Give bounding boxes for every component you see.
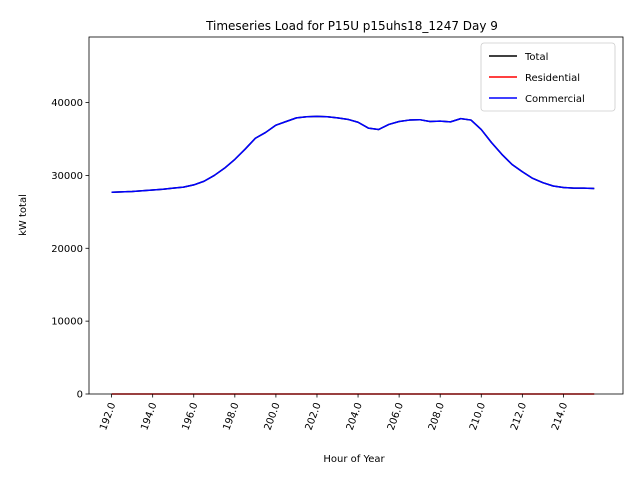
plot-area [88, 36, 624, 395]
x-tick-label: 208.0 [427, 401, 447, 432]
legend-label-total: Total [524, 52, 548, 63]
legend-label-residential: Residential [525, 73, 580, 84]
chart-title: Timeseries Load for P15U p15uhs18_1247 D… [205, 19, 498, 33]
y-tick-label: 40000 [51, 98, 83, 109]
x-tick-label: 198.0 [222, 401, 242, 432]
x-tick-label: 212.0 [509, 401, 529, 432]
x-tick-label: 200.0 [263, 401, 283, 432]
x-axis-label: Hour of Year [323, 454, 385, 465]
y-axis: 0 10000 20000 30000 40000 [51, 98, 89, 401]
x-tick-label: 214.0 [550, 401, 570, 432]
axes-frame [88, 36, 624, 395]
legend-box [480, 42, 616, 112]
legend-label-commercial: Commercial [525, 94, 585, 105]
series-line-commercial [111, 115, 595, 193]
series-line-total [111, 115, 595, 193]
y-tick-label: 0 [77, 390, 83, 401]
x-axis: 192.0 194.0 196.0 198.0 200.0 202.0 204.0 206.0… [98, 394, 570, 432]
y-axis-label: kW total [18, 194, 29, 236]
x-tick-label: 202.0 [304, 401, 324, 432]
x-tick-label: 196.0 [180, 401, 200, 432]
y-tick-label: 10000 [51, 317, 83, 328]
x-tick-label: 204.0 [345, 401, 365, 432]
y-tick-label: 30000 [51, 171, 83, 182]
legend: Total Residential Commercial [480, 42, 616, 112]
x-tick-label: 192.0 [98, 401, 118, 432]
x-tick-label: 210.0 [468, 401, 488, 432]
x-tick-label: 206.0 [386, 401, 406, 432]
y-tick-label: 20000 [51, 244, 83, 255]
x-tick-label: 194.0 [139, 401, 159, 432]
